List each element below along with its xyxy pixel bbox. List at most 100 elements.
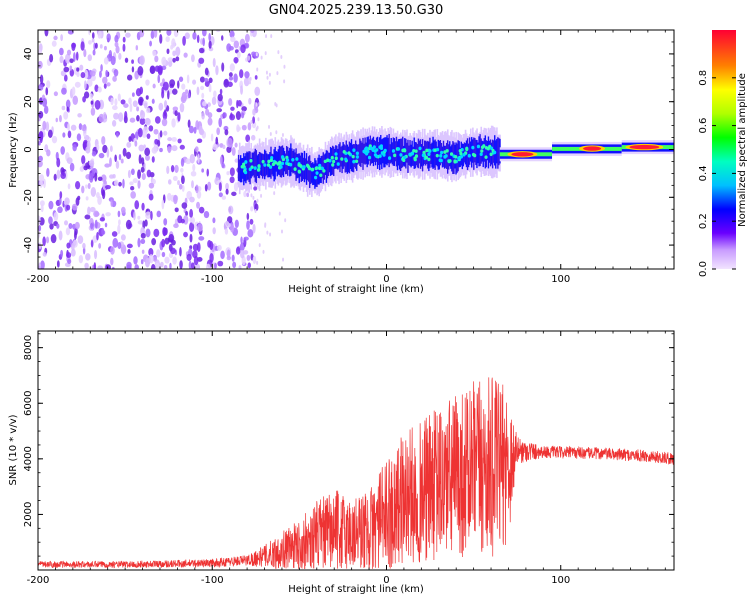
- noise-blob: [156, 210, 162, 218]
- noise-blob: [192, 163, 196, 172]
- noise-blob: [164, 256, 170, 264]
- noise-blob: [105, 184, 111, 190]
- noise-blob: [149, 65, 156, 74]
- noise-blob: [68, 222, 73, 229]
- track-core: [379, 137, 381, 171]
- noise-blob: [256, 260, 259, 265]
- x-tick-label: 100: [551, 575, 570, 586]
- noise-blob: [198, 236, 205, 241]
- noise-blob: [143, 144, 146, 149]
- noise-blob: [65, 227, 71, 236]
- noise-blob: [137, 180, 141, 189]
- noise-blob: [228, 76, 234, 81]
- noise-blob: [85, 196, 89, 201]
- noise-blob: [114, 34, 119, 43]
- track-peak: [449, 152, 454, 156]
- noise-blob: [225, 182, 229, 191]
- noise-blob: [151, 156, 155, 163]
- noise-blob: [284, 218, 287, 223]
- noise-blob: [207, 102, 211, 107]
- noise-blob: [152, 83, 156, 89]
- noise-blob: [44, 30, 49, 37]
- noise-blob: [70, 248, 76, 257]
- track-core: [370, 139, 373, 164]
- track-core: [324, 153, 327, 176]
- noise-blob: [270, 34, 273, 39]
- track-core: [407, 139, 409, 173]
- noise-blob: [92, 49, 96, 56]
- noise-blob: [192, 31, 197, 40]
- noise-blob: [123, 103, 129, 108]
- noise-blob: [67, 258, 72, 265]
- noise-blob: [117, 93, 121, 102]
- noise-blob: [75, 51, 79, 61]
- y-tick-label: 0: [23, 146, 34, 152]
- noise-blob: [46, 80, 51, 89]
- track-core: [253, 151, 255, 178]
- y-tick-label: 8000: [23, 335, 34, 360]
- noise-blob: [83, 49, 87, 58]
- noise-blob: [218, 117, 223, 128]
- track-peak: [459, 154, 464, 159]
- track-peak: [342, 150, 346, 154]
- noise-blob: [145, 228, 151, 238]
- noise-blob: [204, 67, 209, 76]
- track-peak: [289, 162, 293, 167]
- noise-blob: [207, 117, 213, 126]
- track-core: [260, 153, 263, 176]
- noise-blob: [82, 96, 86, 103]
- noise-blob: [90, 107, 96, 116]
- noise-blob: [161, 118, 168, 127]
- track-peak: [425, 148, 429, 153]
- noise-blob: [130, 168, 135, 176]
- track-peak: [391, 149, 396, 153]
- track-core: [327, 152, 330, 176]
- noise-blob: [141, 202, 145, 211]
- noise-blob: [117, 224, 121, 235]
- noise-blob: [90, 222, 94, 230]
- noise-blob: [104, 163, 111, 168]
- track-core: [306, 160, 309, 181]
- noise-blob: [205, 263, 211, 269]
- noise-blob: [150, 264, 156, 269]
- track-core: [417, 138, 420, 169]
- noise-blob: [118, 219, 121, 226]
- track-core: [342, 142, 344, 169]
- noise-blob: [38, 110, 44, 119]
- noise-blob: [129, 117, 136, 123]
- noise-blob: [166, 165, 170, 175]
- noise-blob: [46, 149, 51, 157]
- noise-blob: [140, 166, 145, 173]
- noise-blob: [101, 189, 106, 200]
- track-peak: [367, 155, 372, 160]
- noise-blob: [172, 88, 178, 95]
- noise-blob: [87, 182, 91, 190]
- noise-blob: [180, 167, 184, 173]
- noise-blob: [226, 171, 230, 176]
- noise-blob: [228, 72, 233, 78]
- track-peak: [443, 155, 447, 159]
- noise-blob: [173, 223, 179, 229]
- noise-blob: [81, 185, 85, 194]
- noise-blob: [241, 124, 247, 131]
- noise-blob: [77, 113, 82, 118]
- noise-blob: [235, 246, 241, 255]
- noise-blob: [125, 32, 131, 38]
- noise-blob: [145, 257, 150, 268]
- track-core: [466, 138, 469, 171]
- noise-blob: [171, 145, 178, 152]
- noise-blob: [73, 231, 77, 240]
- noise-blob: [145, 95, 149, 100]
- noise-blob: [38, 84, 44, 91]
- noise-blob: [145, 154, 150, 161]
- track-core: [386, 135, 388, 166]
- noise-blob: [170, 165, 175, 173]
- noise-blob: [214, 262, 217, 269]
- noise-blob: [198, 47, 205, 54]
- noise-blob: [38, 140, 41, 146]
- track-core: [252, 152, 254, 176]
- track-peak: [267, 159, 271, 164]
- noise-blob: [219, 155, 223, 165]
- track-peak: [471, 152, 476, 157]
- noise-blob: [151, 238, 157, 246]
